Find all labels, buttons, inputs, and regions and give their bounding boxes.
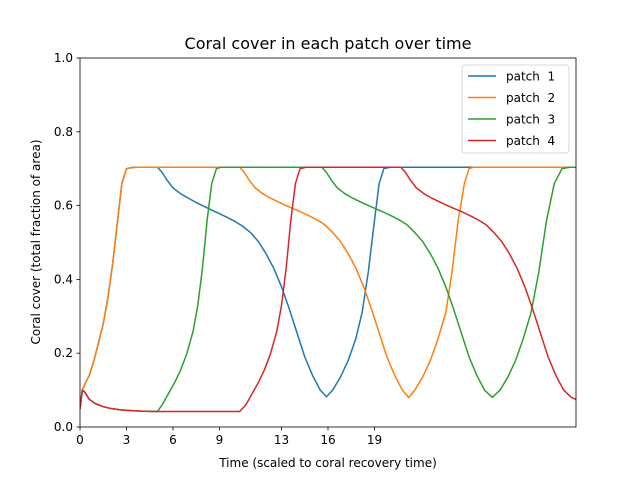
plot-area bbox=[79, 57, 577, 428]
legend-label-patch-4: patch 4 bbox=[506, 134, 555, 148]
y-tick-label: 0.2 bbox=[54, 346, 73, 360]
y-tick-label: 0.8 bbox=[54, 125, 73, 139]
x-tick-label: 13 bbox=[274, 433, 289, 447]
x-tick-label: 19 bbox=[367, 433, 382, 447]
y-axis-label: Coral cover (total fraction of area) bbox=[29, 140, 43, 345]
chart-title: Coral cover in each patch over time bbox=[185, 34, 472, 53]
x-axis-label: Time (scaled to coral recovery time) bbox=[218, 456, 437, 470]
series-layer bbox=[80, 166, 576, 413]
x-tick-label: 6 bbox=[169, 433, 177, 447]
x-tick-label: 16 bbox=[320, 433, 335, 447]
y-tick-label: 0.0 bbox=[54, 420, 73, 434]
legend-label-patch-2: patch 2 bbox=[506, 91, 555, 105]
x-axis: 0 3 6 9 13 16 19 bbox=[76, 427, 382, 447]
series-line-patch-4 bbox=[80, 166, 576, 413]
legend-label-patch-3: patch 3 bbox=[506, 113, 555, 127]
legend-box bbox=[461, 64, 570, 154]
legend-label-patch-1: patch 1 bbox=[506, 70, 555, 84]
series-line-patch-2 bbox=[80, 166, 576, 410]
y-tick-label: 0.6 bbox=[54, 199, 73, 213]
legend: patch 1 patch 2 patch 3 patch 4 bbox=[461, 64, 570, 154]
y-tick-label: 0.4 bbox=[54, 272, 73, 286]
x-tick-label: 9 bbox=[216, 433, 224, 447]
y-tick-label: 1.0 bbox=[54, 51, 73, 65]
x-tick-label: 0 bbox=[76, 433, 84, 447]
y-axis: 0.0 0.2 0.4 0.6 0.8 1.0 bbox=[54, 51, 80, 434]
x-tick-label: 3 bbox=[123, 433, 131, 447]
